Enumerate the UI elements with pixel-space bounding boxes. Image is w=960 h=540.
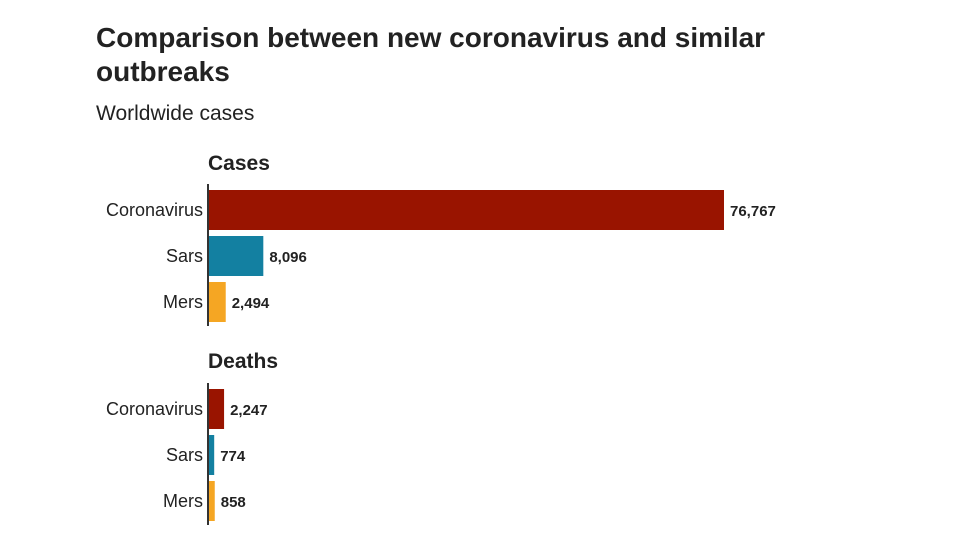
deaths-mers-category-label: Mers: [163, 491, 203, 511]
cases-mers-category-label: Mers: [163, 292, 203, 312]
cases-coronavirus-category-label: Coronavirus: [106, 200, 203, 220]
chart-subtitle: Worldwide cases: [96, 102, 255, 125]
cases-panel-title: Cases: [208, 152, 270, 175]
deaths-panel-title: Deaths: [208, 350, 278, 373]
cases-mers-bar: [209, 282, 226, 322]
cases-sars-bar: [209, 236, 264, 276]
deaths-mers-bar: [209, 481, 215, 521]
cases-coronavirus-value-label: 76,767: [730, 203, 776, 220]
deaths-coronavirus-value-label: 2,247: [230, 402, 268, 419]
chart-title: Comparison between new coronavirus and s…: [96, 22, 766, 87]
deaths-sars-bar: [209, 435, 215, 475]
cases-sars-value-label: 8,096: [269, 249, 307, 266]
deaths-sars-category-label: Sars: [166, 445, 203, 465]
deaths-mers-value-label: 858: [221, 494, 246, 511]
deaths-coronavirus-bar: [209, 389, 225, 429]
cases-mers-value-label: 2,494: [232, 295, 270, 312]
deaths-coronavirus-category-label: Coronavirus: [106, 399, 203, 419]
cases-coronavirus-bar: [209, 190, 724, 230]
deaths-sars-value-label: 774: [220, 448, 246, 465]
cases-sars-category-label: Sars: [166, 246, 203, 266]
